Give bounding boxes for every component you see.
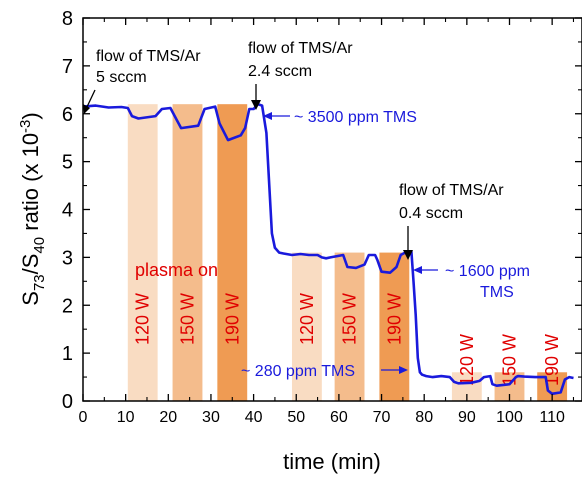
y-tick-label: 7 (62, 56, 73, 78)
y-tick-label: 1 (62, 343, 73, 365)
band-label-9: 190 W (542, 334, 562, 386)
plasma-on-label: plasma on (135, 260, 218, 280)
flow1-arrow-head (83, 104, 90, 114)
y-tick-label: 4 (62, 200, 73, 222)
x-tick-label: 80 (415, 409, 433, 426)
flow-annotation-5sccm: flow of TMS/Ar 5 sccm (83, 48, 201, 114)
ppm3-arrow-head (399, 366, 408, 374)
flow3-arrow-head (403, 250, 413, 260)
ppm3-label: ~ 280 ppm TMS (241, 363, 355, 380)
x-tick-label: 50 (287, 409, 305, 426)
x-tick-label: 30 (202, 409, 220, 426)
plasma-band-labels: 120 W 150 W 190 W 120 W 150 W 190 W 120 W 150 W… (133, 293, 562, 386)
flow2-line1: flow of TMS/Ar (248, 40, 353, 57)
flow2-line2: 2.4 sccm (248, 63, 312, 80)
ppm1-label: ~ 3500 ppm TMS (294, 109, 417, 126)
flow3-line1: flow of TMS/Ar (399, 182, 504, 199)
x-axis-title: time (min) (283, 449, 381, 474)
x-tick-label: 40 (245, 409, 263, 426)
x-tick-label: 110 (539, 409, 565, 426)
ppm-annotation-3500: ~ 3500 ppm TMS (263, 109, 417, 126)
x-tick-label: 90 (458, 409, 476, 426)
x-tick-label: 10 (117, 409, 135, 426)
plasma-band-5 (334, 252, 365, 401)
x-tick-label: 60 (330, 409, 348, 426)
x-tick-label: 0 (79, 409, 88, 426)
band-label-7: 120 W (457, 334, 477, 386)
ppm-annotation-280: ~ 280 ppm TMS (241, 363, 408, 380)
band-label-6: 190 W (384, 293, 404, 345)
band-label-5: 150 W (340, 293, 360, 345)
ppm1-arrow-head (263, 112, 272, 120)
band-label-8: 150 W (499, 334, 519, 386)
flow-annotation-2.4sccm: flow of TMS/Ar 2.4 sccm (248, 40, 353, 110)
plasma-band-2 (172, 104, 203, 402)
plasma-band-6 (379, 252, 410, 401)
plasma-band-3 (217, 104, 248, 402)
y-tick-label: 3 (62, 247, 73, 269)
band-label-1: 120 W (133, 293, 153, 345)
plasma-band-4 (291, 252, 322, 401)
flow1-line1: flow of TMS/Ar (96, 48, 201, 65)
ppm2-arrow-head (413, 266, 422, 274)
plasma-band-1 (127, 104, 158, 402)
y-tick-label: 0 (62, 391, 73, 413)
x-tick-label: 100 (496, 409, 523, 426)
y-tick-label: 5 (62, 152, 73, 174)
x-tick-label: 20 (159, 409, 177, 426)
band-label-2: 150 W (177, 293, 197, 345)
y-axis-title: S73/S40 ratio (x 10-3) (17, 112, 48, 305)
x-tick-label: 70 (373, 409, 391, 426)
ppm2-line1: ~ 1600 ppm (445, 263, 530, 280)
flow1-line2: 5 sccm (96, 69, 147, 86)
y-tick-label: 2 (62, 295, 73, 317)
tms-ratio-line (82, 102, 574, 396)
flow3-line2: 0.4 sccm (399, 205, 463, 222)
band-label-4: 120 W (297, 293, 317, 345)
flow1-arrow-line (85, 89, 96, 110)
y-tick-label: 8 (62, 8, 73, 30)
flow-annotation-0.4sccm: flow of TMS/Ar 0.4 sccm (399, 182, 504, 260)
ppm-annotation-1600: ~ 1600 ppm TMS (413, 263, 530, 301)
band-label-3: 190 W (222, 293, 242, 345)
y-tick-label: 6 (62, 104, 73, 126)
axis-ticks: 0 10 20 30 40 50 60 70 80 90 100 110 0 1 2 3 4 5 6 7 8 (62, 8, 582, 426)
ppm2-line2: TMS (480, 284, 514, 301)
flow2-arrow-head (251, 100, 261, 110)
